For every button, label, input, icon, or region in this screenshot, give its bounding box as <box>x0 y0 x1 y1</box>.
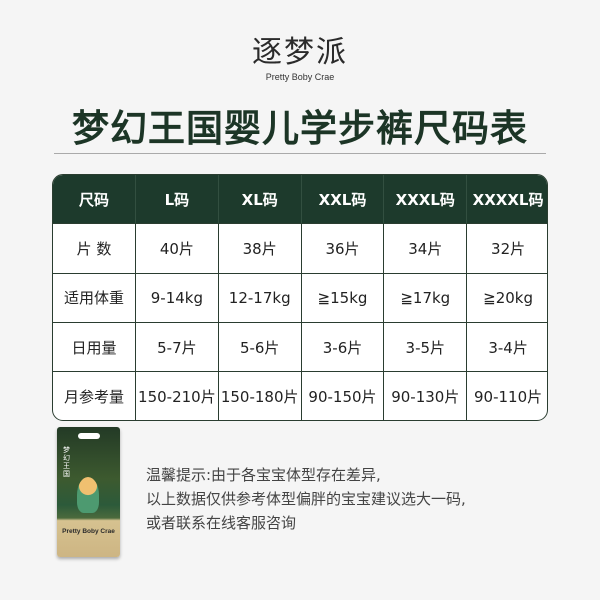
table-header-cell: L码 <box>135 175 218 224</box>
divider <box>54 153 546 154</box>
table-cell: 40片 <box>135 224 218 273</box>
product-package-image: 梦幻王国 Pretty Boby Crae <box>57 427 120 557</box>
package-title: 梦幻王国 <box>63 446 70 478</box>
table-cell: 90-110片 <box>466 372 547 421</box>
row-label-cell: 月参考量 <box>63 387 124 406</box>
row-label-cell: 日用量 <box>71 338 117 357</box>
table-cell: ≧20kg <box>466 273 547 322</box>
brand-logo: 逐梦派 Pretty Boby Crae <box>0 35 600 83</box>
table-cell: 3-6片 <box>300 322 384 372</box>
tip-line: 温馨提示:由于各宝宝体型存在差异, <box>146 466 381 484</box>
table-row: 适用体重 9-14kg 12-17kg ≧15kg ≧17kg ≧20kg <box>53 272 547 322</box>
table-row: 片 数 40片 38片 36片 34片 32片 <box>53 223 547 273</box>
table-header-row: 尺码 L码 XL码 XXL码 XXXL码 XXXXL码 <box>53 175 547 224</box>
table-header-cell: XXXXL码 <box>466 175 547 224</box>
logo-chinese: 逐梦派 <box>252 35 348 70</box>
table-row: 日用量 5-7片 5-6片 3-6片 3-5片 3-4片 <box>53 321 547 372</box>
table-cell: 12-17kg <box>217 273 301 322</box>
package-brand: Pretty Boby Crae <box>62 528 115 535</box>
table-cell: 3-4片 <box>466 322 547 372</box>
table-cell: 36片 <box>300 224 384 273</box>
table-cell: 32片 <box>466 224 547 273</box>
table-row: 月参考量 150-210片 150-180片 90-150片 90-130片 90-110… <box>53 371 547 421</box>
table-cell: 150-210片 <box>135 372 218 421</box>
tip-line: 或者联系在线客服咨询 <box>146 514 297 532</box>
table-cell: 5-6片 <box>217 322 301 372</box>
tip-note: 温馨提示:由于各宝宝体型存在差异, 以上数据仅供参考体型偏胖的宝宝建议选大一码,… <box>146 463 466 535</box>
table-cell: ≧15kg <box>300 273 384 322</box>
tip-line: 以上数据仅供参考体型偏胖的宝宝建议选大一码, <box>146 490 466 508</box>
table-header-cell: XXL码 <box>300 175 384 224</box>
table-cell: ≧17kg <box>383 273 466 322</box>
table-cell: 90-130片 <box>383 372 466 421</box>
fairy-illustration <box>77 477 99 513</box>
row-label-cell: 适用体重 <box>63 289 124 308</box>
row-label-cell: 片 数 <box>76 239 112 258</box>
table-cell: 9-14kg <box>135 273 218 322</box>
table-cell: 150-180片 <box>217 372 301 421</box>
table-cell: 3-5片 <box>383 322 466 372</box>
table-header-cell: XL码 <box>217 175 301 224</box>
logo-english: Pretty Boby Crae <box>265 72 335 82</box>
package-handle <box>78 433 100 439</box>
table-header-cell: XXXL码 <box>383 175 466 224</box>
table-cell: 38片 <box>217 224 301 273</box>
table-header-cell: 尺码 <box>78 190 109 209</box>
size-chart-table: 尺码 L码 XL码 XXL码 XXXL码 XXXXL码 片 数 40片 38片 36片… <box>52 174 548 422</box>
table-cell: 90-150片 <box>300 372 384 421</box>
page-title: 梦幻王国婴儿学步裤尺码表 <box>72 107 528 150</box>
table-cell: 34片 <box>383 224 466 273</box>
table-cell: 5-7片 <box>135 322 218 372</box>
